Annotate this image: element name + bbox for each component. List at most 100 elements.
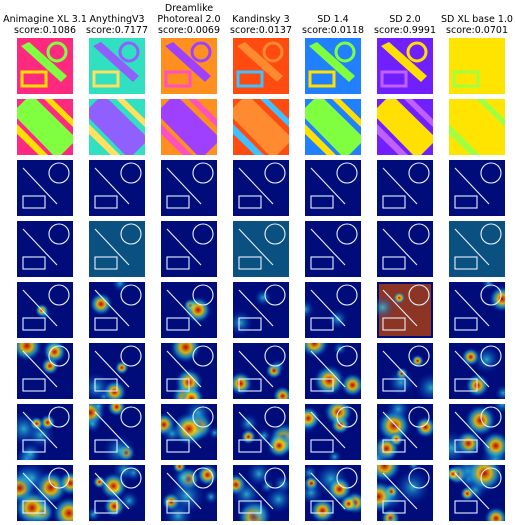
image-cell [377,38,433,94]
band [449,124,480,155]
rect-shape [238,439,262,453]
heat-blob [52,496,73,521]
heat-blob [484,506,505,521]
heat-blob [43,343,67,364]
heat-blob [310,498,335,521]
rect-shape [310,317,334,331]
cell-content [233,160,289,216]
image-cell [161,404,217,460]
image-cell [449,465,505,521]
rect-shape [166,500,190,514]
diag-line [238,228,274,266]
circle-shape [264,223,286,245]
circle-shape [408,162,430,184]
diag-line [454,167,490,205]
circle-shape [192,345,214,367]
image-cell [233,343,289,399]
rect-shape [454,439,478,453]
cell-content [305,99,361,155]
circle-shape [120,345,142,367]
circle-shape [336,162,358,184]
rect-shape [164,70,192,88]
heat-blob [58,471,73,496]
diag-line [22,289,58,327]
image-cell [89,282,145,338]
rect-shape [22,195,46,209]
column-header: score:0.9991 [374,25,436,36]
circle-shape [120,284,142,306]
diag-line [22,167,58,205]
cell-content [377,465,433,521]
heat-blob [461,347,480,367]
diag-line [310,289,346,327]
heat-blob [233,480,261,509]
diag-line [382,228,418,266]
image-cell [89,160,145,216]
cell-content [305,221,361,277]
diag-line [94,411,130,449]
heat-blob [465,465,504,492]
diag-line [238,350,274,388]
diag-line [166,472,202,510]
band [93,42,139,82]
band [21,42,67,82]
rect-shape [166,195,190,209]
cell-content [449,38,505,94]
diag-line [382,289,418,327]
circle-shape [480,162,502,184]
cell-content [233,221,289,277]
diag-line [454,350,490,388]
image-cell [161,221,217,277]
cell-content [305,160,361,216]
cell-content [161,282,217,338]
cell-content [377,282,433,338]
diag-line [166,167,202,205]
column-header: AnythingV3 [89,14,144,25]
band [305,124,336,155]
band [89,124,120,155]
rect-shape [382,500,406,514]
rect-shape [22,256,46,270]
cell-content [377,99,433,155]
band [116,99,145,128]
heat-blob [481,282,496,290]
image-cell [305,282,361,338]
heat-blob [89,292,113,316]
cell-content [305,38,361,94]
image-cell [305,160,361,216]
diag-line [94,228,130,266]
heat-blob [377,465,401,483]
rect-shape [238,500,262,514]
diag-line [94,350,130,388]
heat-blob [119,491,139,511]
cell-content [17,282,73,338]
cell-content [89,221,145,277]
circle-shape [408,345,430,367]
column-header: score:0.0137 [230,25,292,36]
heat-blob [305,480,323,505]
column-header: score:0.7177 [86,25,148,36]
circle-shape [336,345,358,367]
band [233,124,264,155]
cell-content [161,404,217,460]
image-cell [377,404,433,460]
image-cell [305,38,361,94]
circle-shape [262,41,284,63]
circle-shape [408,406,430,428]
rect-shape [94,317,118,331]
heat-blob [489,285,505,313]
heat-blob [387,514,400,521]
circle-shape [48,345,70,367]
diag-line [22,411,58,449]
column-header: Dreamlike [165,3,213,14]
circle-shape [336,223,358,245]
heat-blob [464,404,497,437]
image-cell [449,282,505,338]
heat-blob [324,404,353,427]
cell-content [449,160,505,216]
cell-content [17,160,73,216]
image-cell [233,99,289,155]
rect-shape [454,317,478,331]
heat-blob [393,291,406,304]
image-cell [17,160,73,216]
